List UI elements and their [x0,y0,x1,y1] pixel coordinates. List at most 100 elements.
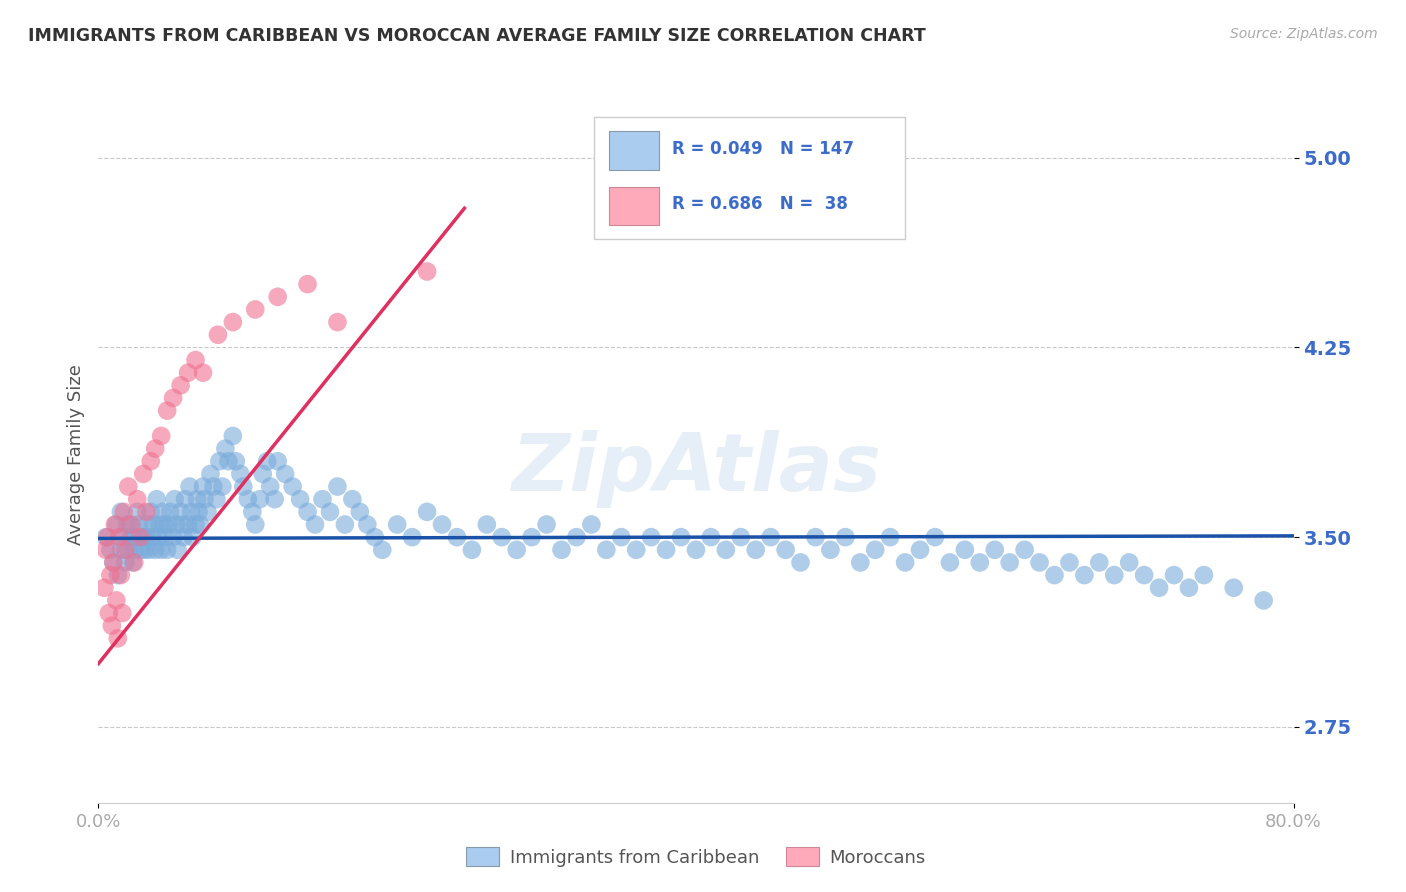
Point [236,492,259,507]
Point [288,492,311,507]
Point [108,530,131,544]
Point [205,492,228,507]
Point [110,568,132,582]
Point [191,366,214,380]
Point [356,517,378,532]
Point [98,542,122,557]
Point [142,517,165,532]
Point [114,542,136,557]
Point [581,517,603,532]
Point [139,454,162,468]
Point [565,530,588,544]
Point [104,517,127,532]
Point [245,517,267,532]
FancyBboxPatch shape [609,187,659,226]
Point [536,517,558,532]
Point [333,517,356,532]
Point [430,517,453,532]
Point [128,517,150,532]
Point [245,302,267,317]
Point [820,542,842,557]
Point [143,442,166,456]
Point [401,530,423,544]
Point [267,454,290,468]
Point [138,542,160,557]
Point [385,517,409,532]
Legend: Immigrants from Caribbean, Moroccans: Immigrants from Caribbean, Moroccans [460,840,932,874]
Point [177,517,200,532]
Point [834,530,856,544]
Point [304,517,326,532]
Point [107,568,129,582]
Point [156,542,179,557]
Point [655,542,678,557]
Point [211,479,233,493]
Point [446,530,468,544]
Point [105,593,128,607]
Point [1014,542,1036,557]
Point [117,542,139,557]
Point [983,542,1005,557]
Point [1178,581,1201,595]
Point [132,530,155,544]
Point [745,542,768,557]
Point [208,454,231,468]
Text: R = 0.686   N =  38: R = 0.686 N = 38 [672,195,848,213]
Point [475,517,498,532]
Point [98,568,122,582]
Point [1104,568,1126,582]
Point [97,606,120,620]
Point [101,618,124,632]
Point [1147,581,1170,595]
Point [94,542,117,557]
Point [1059,556,1081,570]
Point [105,517,128,532]
Point [180,505,202,519]
Point [159,505,181,519]
Point [506,542,529,557]
Point [229,467,252,481]
Point [714,542,737,557]
Point [115,517,138,532]
Point [197,505,219,519]
Point [112,530,135,544]
Y-axis label: Average Family Size: Average Family Size [66,365,84,545]
Point [193,492,215,507]
Point [520,530,543,544]
Point [259,479,281,493]
Point [110,505,132,519]
Point [118,517,141,532]
Point [181,530,204,544]
Point [114,556,136,570]
Point [240,505,263,519]
Point [110,542,132,557]
Point [117,479,139,493]
Point [177,366,200,380]
Point [491,530,513,544]
Point [143,542,166,557]
Point [249,492,271,507]
Point [349,505,371,519]
Point [96,530,118,544]
Point [222,315,245,329]
Point [150,542,173,557]
Point [804,530,827,544]
Point [1118,556,1140,570]
Point [129,542,152,557]
Point [200,467,222,481]
Point [1073,568,1095,582]
Point [267,290,290,304]
Point [969,556,991,570]
Point [163,492,186,507]
Point [879,530,901,544]
Point [759,530,782,544]
Point [174,492,197,507]
Point [188,517,211,532]
Point [222,429,245,443]
Point [202,479,225,493]
Point [461,542,484,557]
Point [153,517,176,532]
Point [134,542,156,557]
Point [1133,568,1156,582]
Point [371,542,394,557]
